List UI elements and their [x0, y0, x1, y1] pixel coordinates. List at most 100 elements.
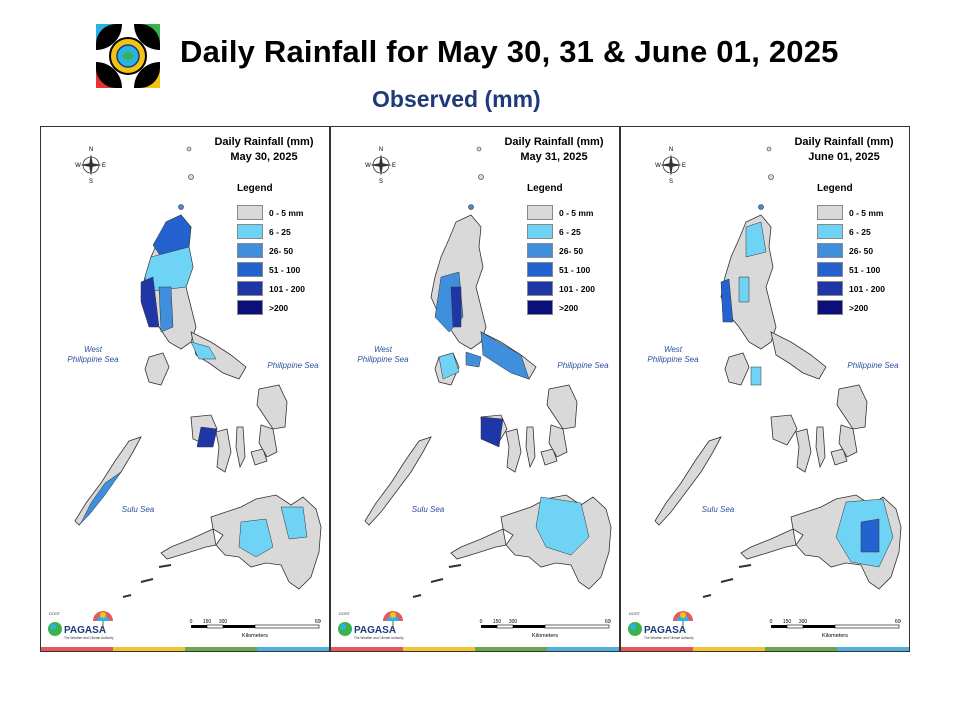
legend-label: 6 - 25 — [559, 226, 581, 237]
rainfall-area — [196, 426, 218, 448]
legend-item: 0 - 5 mm — [817, 203, 885, 222]
island-cebu — [815, 426, 826, 469]
island-zamboanga — [450, 528, 507, 560]
rainfall-area — [465, 351, 482, 368]
scale-unit: Kilometers — [242, 633, 268, 639]
sea-label-west: West Philippine Sea — [357, 345, 409, 364]
legend: 0 - 5 mm 6 - 25 26- 50 51 - 100 101 - 200 >20… — [527, 203, 595, 317]
island-batanes — [476, 146, 482, 152]
rainfall-area — [280, 506, 308, 540]
island-bicol — [770, 331, 827, 380]
compass-s: S — [669, 179, 673, 185]
scale-tick: 0 — [190, 619, 193, 625]
map-panel-may-30: N W E S Daily Rainfall (mm) May 30, 2025 Legen… — [40, 126, 330, 652]
legend-item: 51 - 100 — [817, 260, 885, 279]
legend-label: 6 - 25 — [849, 226, 871, 237]
legend-swatch — [817, 281, 843, 296]
island-negros — [505, 428, 522, 473]
island-batanes — [186, 146, 192, 152]
legend-item: 101 - 200 — [237, 279, 305, 298]
compass-w: W — [655, 163, 661, 169]
legend-label: 26- 50 — [559, 245, 584, 256]
rainfall-area — [720, 278, 734, 323]
legend-label: >200 — [849, 302, 869, 313]
rainfall-area — [480, 416, 504, 448]
scale-tick: 300 — [219, 619, 228, 625]
panel-date: May 31, 2025 — [520, 151, 588, 163]
legend-item: 51 - 100 — [527, 260, 595, 279]
pagasa-brand: DOST PAGASA The Weather and Climate Author… — [625, 607, 705, 643]
legend-swatch — [237, 262, 263, 277]
island-leyte — [258, 424, 278, 458]
compass-n: N — [379, 147, 383, 153]
scale-tick: 600 — [315, 619, 321, 625]
legend-swatch — [237, 243, 263, 258]
legend-swatch — [527, 224, 553, 239]
scale-tick: 600 — [605, 619, 611, 625]
sea-label-sulu: Sulu Sea — [121, 505, 155, 514]
sea-label-sulu: Sulu Sea — [411, 505, 445, 514]
island-sulu — [702, 564, 752, 598]
rainfall-area — [480, 331, 530, 380]
legend-swatch — [817, 243, 843, 258]
scale-bar: 0 150 300 600 Kilometers — [189, 619, 324, 643]
island-cebu — [525, 426, 536, 469]
brand-name: PAGASA — [644, 625, 686, 636]
scale-bar: 0 150 300 600 Kilometers — [479, 619, 614, 643]
island-panay — [770, 414, 798, 446]
compass-n: N — [669, 147, 673, 153]
island-cebu — [235, 426, 246, 469]
legend-item: 26- 50 — [817, 241, 885, 260]
bottom-color-stripe — [621, 647, 909, 651]
legend-title: Legend — [237, 183, 273, 194]
rainfall-area — [745, 221, 767, 258]
rainfall-area — [158, 286, 174, 333]
legend-label: 6 - 25 — [269, 226, 291, 237]
brand-dost: DOST — [339, 611, 351, 616]
scale-tick: 0 — [480, 619, 483, 625]
legend-swatch — [237, 205, 263, 220]
brand-tagline: The Weather and Climate Authority — [64, 636, 114, 640]
bottom-color-stripe — [331, 647, 619, 651]
legend-swatch — [817, 205, 843, 220]
legend-label: 26- 50 — [269, 245, 294, 256]
island-palawan — [654, 436, 722, 526]
legend: 0 - 5 mm 6 - 25 26- 50 51 - 100 101 - 200 >20… — [817, 203, 885, 317]
rainfall-area — [450, 286, 462, 328]
island-samar — [546, 384, 578, 430]
compass-w: W — [365, 163, 371, 169]
legend-item: 6 - 25 — [817, 222, 885, 241]
legend-label: 26- 50 — [849, 245, 874, 256]
island-zamboanga — [160, 528, 217, 560]
sea-label-east: Philippine Sea — [267, 361, 319, 370]
legend-item: >200 — [527, 298, 595, 317]
scale-tick: 150 — [203, 619, 212, 625]
sea-label-west: West Philippine Sea — [67, 345, 119, 364]
rainfall-area — [140, 276, 160, 328]
compass-rose: N W E S — [75, 145, 107, 190]
compass-e: E — [682, 163, 686, 169]
page-title: Daily Rainfall for May 30, 31 & June 01,… — [180, 34, 839, 69]
legend-swatch — [527, 262, 553, 277]
island-babuyan-south — [178, 204, 184, 210]
legend-title: Legend — [527, 183, 563, 194]
legend-swatch — [237, 281, 263, 296]
legend-label: 0 - 5 mm — [269, 207, 304, 218]
island-bohol — [250, 448, 268, 466]
legend-label: 51 - 100 — [269, 264, 301, 275]
legend-label: 101 - 200 — [559, 283, 595, 294]
pagasa-brand: DOST PAGASA The Weather and Climate Author… — [45, 607, 125, 643]
legend-swatch — [527, 205, 553, 220]
legend-item: 101 - 200 — [817, 279, 885, 298]
map-panel-june-01: N W E S Daily Rainfall (mm) June 01, 2025 Lege… — [620, 126, 910, 652]
panel-date: June 01, 2025 — [808, 151, 880, 163]
legend-label: 51 - 100 — [849, 264, 881, 275]
legend-swatch — [527, 281, 553, 296]
sea-label-east: Philippine Sea — [847, 361, 899, 370]
panel-date: May 30, 2025 — [230, 151, 298, 163]
compass-w: W — [75, 163, 81, 169]
page-subtitle: Observed (mm) — [372, 86, 541, 112]
sea-label-sulu: Sulu Sea — [701, 505, 735, 514]
island-samar — [836, 384, 868, 430]
pagasa-logo — [96, 24, 160, 88]
